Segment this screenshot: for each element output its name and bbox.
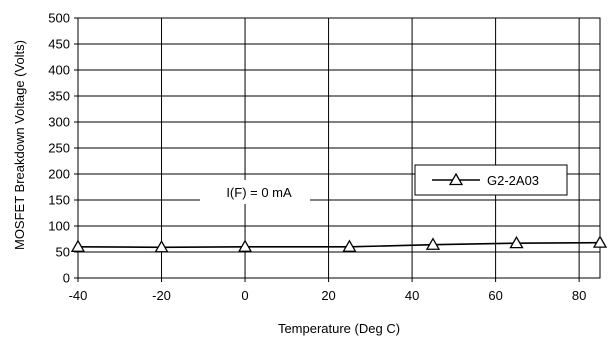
data-point-marker <box>509 235 524 249</box>
x-tick-label: 20 <box>321 288 335 303</box>
y-tick-label: 300 <box>48 115 70 130</box>
x-tick-label: 60 <box>488 288 502 303</box>
legend-label: G2-2A03 <box>487 173 539 188</box>
annotation-text: I(F) = 0 mA <box>226 185 292 200</box>
y-tick-label: 400 <box>48 63 70 78</box>
y-tick-label: 450 <box>48 37 70 52</box>
data-point-marker <box>70 239 86 252</box>
y-tick-label: 500 <box>48 11 70 26</box>
y-tick-labels: 0 50 100 150 200 250 300 350 400 450 500 <box>48 11 78 286</box>
legend: G2-2A03 <box>414 164 568 196</box>
x-tick-label: -40 <box>69 288 88 303</box>
x-tick-label: -20 <box>152 288 171 303</box>
annotation-box: I(F) = 0 mA <box>200 180 310 204</box>
legend-marker <box>448 172 464 186</box>
data-point-marker <box>237 239 253 252</box>
data-point-marker <box>425 237 441 250</box>
data-point-marker <box>342 239 357 252</box>
data-point-marker <box>592 235 608 248</box>
y-tick-label: 350 <box>48 89 70 104</box>
y-tick-label: 150 <box>48 193 70 208</box>
x-axis-title: Temperature (Deg C) <box>278 321 400 336</box>
y-tick-label: 200 <box>48 167 70 182</box>
annotation-background <box>200 180 310 204</box>
x-tick-label: 40 <box>405 288 419 303</box>
y-tick-label: 250 <box>48 141 70 156</box>
series-layer <box>70 235 608 253</box>
y-tick-label: 0 <box>63 271 70 286</box>
x-tick-label: 80 <box>572 288 586 303</box>
y-tick-label: 100 <box>48 219 70 234</box>
data-point-marker <box>154 240 169 253</box>
y-tick-label: 50 <box>56 245 70 260</box>
x-tick-labels: -40 -20 0 20 40 60 80 <box>69 278 586 303</box>
x-tick-label: 0 <box>241 288 248 303</box>
y-axis-title: MOSFET Breakdown Voltage (Volts) <box>12 40 27 250</box>
